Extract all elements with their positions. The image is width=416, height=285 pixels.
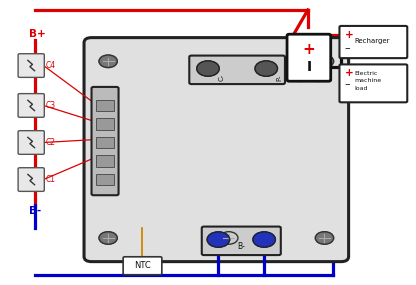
Text: +: + — [344, 30, 353, 40]
FancyBboxPatch shape — [189, 56, 285, 84]
FancyBboxPatch shape — [339, 26, 407, 58]
FancyBboxPatch shape — [96, 155, 114, 167]
FancyBboxPatch shape — [18, 131, 44, 154]
Circle shape — [207, 232, 230, 247]
Text: C2: C2 — [46, 138, 56, 147]
FancyBboxPatch shape — [202, 227, 281, 255]
Text: NTC: NTC — [134, 261, 151, 270]
Text: I: I — [306, 60, 312, 74]
Text: B-: B- — [29, 206, 41, 216]
Text: B-: B- — [238, 242, 245, 251]
FancyBboxPatch shape — [123, 257, 162, 275]
FancyBboxPatch shape — [84, 38, 349, 262]
Text: –: – — [344, 80, 350, 89]
Text: +: + — [344, 68, 353, 78]
FancyBboxPatch shape — [18, 93, 44, 117]
Circle shape — [99, 55, 117, 68]
FancyBboxPatch shape — [96, 100, 114, 111]
Text: load: load — [354, 86, 368, 91]
Text: C-: C- — [218, 74, 224, 81]
Text: C1: C1 — [46, 175, 56, 184]
Text: P-: P- — [277, 75, 282, 81]
Text: C4: C4 — [46, 61, 56, 70]
Text: +: + — [302, 42, 315, 57]
Circle shape — [253, 232, 275, 247]
FancyBboxPatch shape — [18, 54, 44, 77]
Text: machine: machine — [354, 78, 381, 84]
FancyBboxPatch shape — [18, 168, 44, 192]
Circle shape — [315, 55, 334, 68]
FancyBboxPatch shape — [96, 137, 114, 148]
FancyBboxPatch shape — [287, 34, 331, 81]
Circle shape — [315, 232, 334, 244]
Circle shape — [99, 232, 117, 244]
Text: B+: B+ — [29, 29, 46, 39]
Text: C3: C3 — [46, 101, 56, 110]
Text: –: – — [344, 43, 350, 53]
FancyBboxPatch shape — [339, 64, 407, 102]
Circle shape — [255, 61, 277, 76]
Circle shape — [197, 61, 219, 76]
FancyBboxPatch shape — [92, 87, 119, 195]
FancyBboxPatch shape — [96, 118, 114, 130]
Text: Recharger: Recharger — [354, 38, 390, 44]
Circle shape — [220, 232, 238, 244]
Text: Electric: Electric — [354, 71, 378, 76]
FancyBboxPatch shape — [96, 174, 114, 185]
